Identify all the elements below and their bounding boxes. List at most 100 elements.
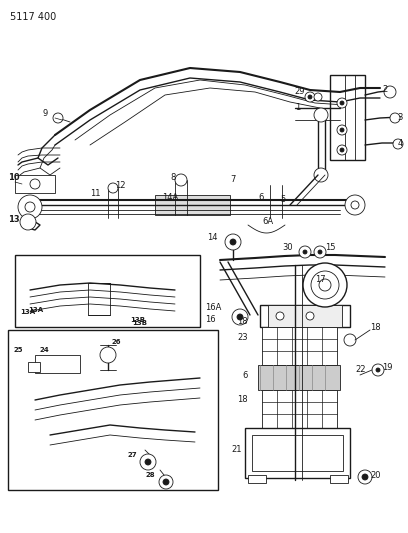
- Text: 1: 1: [295, 103, 300, 112]
- Text: 15: 15: [325, 244, 335, 253]
- Circle shape: [20, 214, 36, 230]
- Bar: [245, 428, 350, 478]
- Text: 9: 9: [43, 109, 48, 118]
- Bar: [258, 365, 340, 390]
- Text: 22: 22: [355, 366, 366, 375]
- Text: 13A: 13A: [20, 309, 35, 315]
- Bar: [155, 195, 230, 215]
- Circle shape: [362, 474, 368, 480]
- Text: 13B: 13B: [130, 317, 145, 323]
- Bar: [262, 327, 337, 365]
- Circle shape: [345, 195, 365, 215]
- Circle shape: [145, 459, 151, 465]
- Bar: [28, 362, 40, 372]
- Circle shape: [306, 312, 314, 320]
- Text: 11: 11: [90, 189, 100, 198]
- Bar: [268, 305, 342, 327]
- Circle shape: [299, 246, 311, 258]
- Circle shape: [319, 279, 331, 291]
- Circle shape: [303, 263, 347, 307]
- Bar: [88, 283, 110, 315]
- Text: 18: 18: [370, 324, 381, 333]
- Text: 21: 21: [231, 446, 242, 455]
- Text: 7: 7: [230, 175, 235, 184]
- Circle shape: [337, 98, 347, 108]
- Text: 30: 30: [282, 244, 293, 253]
- Circle shape: [314, 168, 328, 182]
- Text: 23: 23: [237, 334, 248, 343]
- Text: 16: 16: [205, 316, 215, 325]
- Text: 16A: 16A: [205, 303, 222, 312]
- Bar: [8, 330, 218, 490]
- Circle shape: [308, 95, 312, 99]
- Circle shape: [344, 334, 356, 346]
- Text: 14A: 14A: [162, 193, 178, 203]
- Text: 6: 6: [243, 370, 248, 379]
- Circle shape: [276, 312, 284, 320]
- Text: 18: 18: [237, 318, 248, 327]
- Circle shape: [225, 234, 241, 250]
- Text: 20: 20: [370, 471, 381, 480]
- Circle shape: [314, 93, 322, 101]
- Text: 2: 2: [382, 85, 387, 94]
- Circle shape: [159, 475, 173, 489]
- Circle shape: [318, 250, 322, 254]
- Text: 13: 13: [8, 215, 20, 224]
- Text: 10: 10: [8, 174, 20, 182]
- Circle shape: [311, 271, 339, 299]
- Circle shape: [175, 174, 187, 186]
- Bar: [15, 255, 200, 327]
- Circle shape: [25, 202, 35, 212]
- Circle shape: [372, 364, 384, 376]
- Circle shape: [393, 139, 403, 149]
- Bar: [15, 175, 55, 193]
- Text: 12: 12: [115, 181, 126, 190]
- Text: 24: 24: [40, 347, 50, 353]
- Circle shape: [163, 479, 169, 485]
- Circle shape: [305, 92, 315, 102]
- Circle shape: [18, 195, 42, 219]
- Circle shape: [314, 246, 326, 258]
- Text: 28: 28: [145, 472, 155, 478]
- Text: 13B: 13B: [132, 320, 147, 326]
- Circle shape: [340, 101, 344, 105]
- Text: 8: 8: [170, 174, 175, 182]
- Bar: [248, 475, 266, 483]
- Circle shape: [340, 128, 344, 132]
- Text: 18: 18: [237, 395, 248, 405]
- Text: 26: 26: [112, 339, 122, 345]
- Circle shape: [390, 113, 400, 123]
- Circle shape: [340, 148, 344, 152]
- Circle shape: [351, 201, 359, 209]
- Text: 6: 6: [258, 193, 264, 203]
- Circle shape: [314, 108, 328, 122]
- Circle shape: [30, 179, 40, 189]
- Text: 5117 400: 5117 400: [10, 12, 56, 22]
- Text: 13A: 13A: [28, 307, 43, 313]
- Circle shape: [376, 368, 380, 372]
- Text: 6A: 6A: [262, 217, 273, 227]
- Bar: [260, 305, 350, 327]
- Circle shape: [100, 347, 116, 363]
- Text: 19: 19: [382, 364, 392, 373]
- Circle shape: [237, 314, 243, 320]
- Circle shape: [232, 309, 248, 325]
- Circle shape: [337, 145, 347, 155]
- Text: 14: 14: [208, 232, 218, 241]
- Circle shape: [230, 239, 236, 245]
- Circle shape: [358, 470, 372, 484]
- Text: 3: 3: [397, 112, 402, 122]
- Circle shape: [140, 454, 156, 470]
- Circle shape: [53, 113, 63, 123]
- Circle shape: [303, 250, 307, 254]
- Text: 5: 5: [280, 196, 285, 205]
- Bar: [252, 435, 343, 471]
- Bar: [330, 75, 365, 160]
- Bar: [330, 475, 348, 483]
- Text: 25: 25: [13, 347, 22, 353]
- Circle shape: [337, 125, 347, 135]
- Text: 27: 27: [128, 452, 137, 458]
- Circle shape: [384, 86, 396, 98]
- Text: 17: 17: [315, 276, 326, 285]
- Text: 4: 4: [398, 139, 403, 148]
